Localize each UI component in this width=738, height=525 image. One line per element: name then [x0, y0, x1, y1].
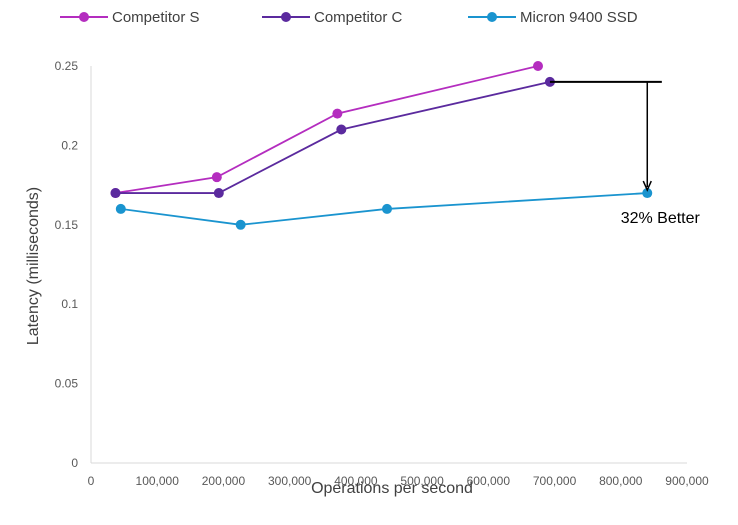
series-line — [120, 192, 648, 226]
x-tick-label: 600,000 — [467, 474, 511, 488]
y-tick-label: 0 — [71, 456, 78, 470]
y-tick-label: 0.15 — [55, 218, 79, 232]
x-tick-label: 900,000 — [665, 474, 709, 488]
y-axis-ticks: 0 0.05 0.1 0.15 0.2 0.25 — [55, 59, 79, 470]
series-group — [110, 61, 653, 230]
legend-swatch-marker — [281, 12, 291, 22]
y-tick-label: 0.05 — [55, 377, 79, 391]
x-axis-ticks: 0 100,000 200,000 300,000 400,000 500,000 600,… — [88, 474, 709, 488]
data-point — [642, 188, 653, 199]
annotation-group: 32% Better — [549, 80, 701, 227]
x-tick-label: 500,000 — [400, 474, 444, 488]
x-tick-label: 0 — [88, 474, 95, 488]
x-axis-title: Operations per second — [311, 480, 473, 497]
data-point — [115, 203, 126, 214]
y-axis-title: Latency (milliseconds) — [25, 187, 42, 345]
x-tick-label: 700,000 — [533, 474, 577, 488]
legend-swatch-marker — [487, 12, 497, 22]
data-point — [533, 61, 543, 71]
data-point — [332, 108, 343, 119]
legend-label: Competitor C — [314, 9, 403, 26]
legend-label: Competitor S — [112, 9, 200, 26]
data-point — [213, 188, 224, 199]
data-point — [211, 172, 222, 183]
y-tick-label: 0.2 — [61, 138, 78, 152]
x-tick-label: 300,000 — [268, 474, 312, 488]
legend-swatch-marker — [79, 12, 89, 22]
data-point — [336, 124, 347, 135]
data-point — [110, 188, 121, 199]
x-tick-label: 800,000 — [599, 474, 643, 488]
x-tick-label: 400,000 — [334, 474, 378, 488]
annotation-label: 32% Better — [621, 210, 701, 227]
x-tick-label: 200,000 — [202, 474, 246, 488]
y-tick-label: 0.25 — [55, 59, 79, 73]
data-point — [382, 203, 393, 214]
annotation-arrow-head — [642, 180, 652, 192]
y-tick-label: 0.1 — [61, 297, 78, 311]
series-line — [115, 65, 539, 194]
series-line — [115, 81, 551, 194]
x-tick-label: 100,000 — [136, 474, 180, 488]
data-point — [235, 219, 246, 230]
legend-label: Micron 9400 SSD — [520, 9, 638, 26]
legend: Competitor S Competitor C Micron 9400 SSD — [60, 9, 638, 26]
